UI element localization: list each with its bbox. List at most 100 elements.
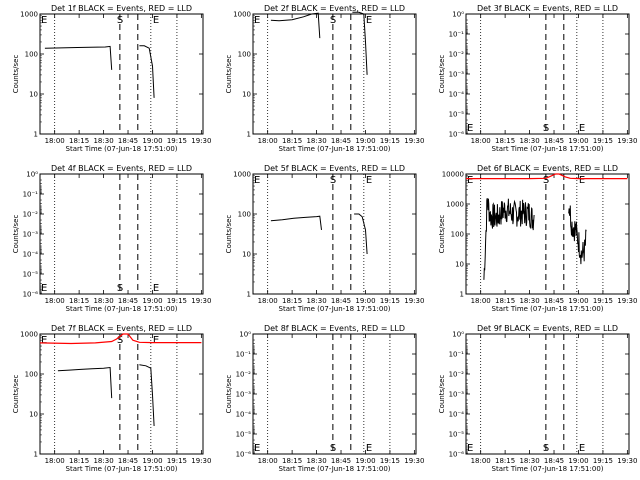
x-tick-label: 19:00 (355, 457, 375, 465)
x-tick-label: 18:15 (69, 297, 89, 305)
plot-frame (465, 173, 630, 295)
x-tick-label: 19:00 (568, 297, 588, 305)
y-tick-label: 10⁻⁴ (449, 91, 465, 99)
y-tick-label: 10 (242, 91, 251, 99)
y-tick-label: 100 (25, 371, 38, 379)
x-axis-label: Start Time (07-Jun-18 17:51:00) (279, 465, 391, 473)
x-tick-label: 19:00 (142, 457, 162, 465)
x-tick-label: 18:30 (93, 457, 113, 465)
y-axis-label: Counts/sec (438, 215, 446, 254)
y-tick-label: 100 (25, 51, 38, 59)
y-tick-label: 10⁻⁴ (236, 411, 252, 419)
x-axis-label: Start Time (07-Jun-18 17:51:00) (279, 145, 391, 153)
y-tick-label: 10⁻⁴ (23, 251, 39, 259)
x-tick-label: 19:30 (617, 457, 637, 465)
x-tick-label: 19:30 (617, 137, 637, 145)
y-tick-label: 10 (242, 251, 251, 259)
panel-det-5: Det 5f BLACK = Events, RED = LLD 18:00 18:… (225, 164, 424, 313)
panel-title: Det 4f BLACK = Events, RED = LLD (51, 164, 192, 173)
panel-title: Det 2f BLACK = Events, RED = LLD (264, 4, 405, 13)
y-tick-label: 10⁻³ (236, 391, 252, 399)
x-axis-label: Start Time (07-Jun-18 17:51:00) (279, 305, 391, 313)
panel-det-4: Det 4f BLACK = Events, RED = LLD 18:00 18:… (12, 164, 211, 313)
marker-e-end: E (579, 443, 585, 454)
marker-e-end: E (366, 15, 372, 26)
plot-frame (39, 13, 204, 135)
y-tick-label: 10⁻⁶ (449, 451, 465, 459)
y-tick-label: 1 (247, 291, 251, 299)
x-tick-label: 19:00 (142, 137, 162, 145)
x-tick-label: 19:15 (593, 137, 613, 145)
y-tick-label: 1000 (233, 171, 251, 179)
x-tick-label: 18:45 (544, 457, 564, 465)
y-tick-label: 10⁻¹ (449, 351, 465, 359)
y-tick-label: 1 (34, 451, 38, 459)
y-tick-label: 10 (29, 91, 38, 99)
x-tick-label: 18:45 (331, 297, 351, 305)
plot-frame (465, 13, 630, 135)
marker-e-start: E (41, 335, 47, 346)
y-tick-label: 10⁰ (26, 171, 38, 179)
y-tick-label: 1 (460, 291, 464, 299)
x-tick-label: 19:15 (380, 297, 400, 305)
y-tick-label: 10⁻² (236, 371, 252, 379)
panel-title: Det 3f BLACK = Events, RED = LLD (477, 4, 618, 13)
y-tick-label: 10⁻⁵ (23, 271, 39, 279)
x-tick-label: 19:30 (191, 137, 211, 145)
marker-e-start: E (467, 443, 473, 454)
x-tick-label: 18:45 (331, 137, 351, 145)
marker-e-end: E (366, 175, 372, 186)
y-tick-label: 100 (238, 211, 251, 219)
x-tick-label: 18:00 (45, 297, 65, 305)
plot-frame (252, 333, 417, 455)
y-tick-label: 10⁻⁶ (236, 451, 252, 459)
x-tick-label: 19:15 (167, 457, 187, 465)
marker-s: S (330, 175, 336, 186)
panel-title: Det 9f BLACK = Events, RED = LLD (477, 324, 618, 333)
panel-det-2: Det 2f BLACK = Events, RED = LLD 18:00 18:… (225, 4, 424, 153)
x-tick-label: 19:15 (167, 297, 187, 305)
x-axis-label: Start Time (07-Jun-18 17:51:00) (492, 465, 604, 473)
panel-title: Det 5f BLACK = Events, RED = LLD (264, 164, 405, 173)
x-tick-label: 18:15 (282, 137, 302, 145)
y-axis-label: Counts/sec (225, 215, 233, 254)
marker-s: S (117, 335, 123, 346)
panel-det-9: Det 9f BLACK = Events, RED = LLD 18:00 18:… (438, 324, 637, 473)
events-series-line (483, 198, 535, 280)
x-tick-label: 19:00 (142, 297, 162, 305)
x-tick-label: 18:45 (118, 137, 138, 145)
marker-s: S (543, 175, 549, 186)
panel-det-1: Det 1f BLACK = Events, RED = LLD 18:00 18:… (12, 4, 211, 153)
x-tick-label: 18:45 (544, 297, 564, 305)
x-tick-label: 18:15 (495, 137, 515, 145)
y-tick-label: 10⁰ (452, 331, 464, 339)
plot-frame (465, 333, 630, 455)
marker-e-end: E (366, 443, 372, 454)
y-tick-label: 1000 (446, 201, 464, 209)
y-axis-label: Counts/sec (438, 375, 446, 414)
x-axis-label: Start Time (07-Jun-18 17:51:00) (66, 465, 178, 473)
events-series-line (270, 12, 321, 39)
x-tick-label: 19:30 (617, 297, 637, 305)
panel-det-3: Det 3f BLACK = Events, RED = LLD 18:00 18:… (438, 4, 637, 153)
marker-e-start: E (41, 283, 47, 294)
marker-e-start: E (254, 443, 260, 454)
events-series-line (270, 215, 322, 230)
x-tick-label: 18:15 (495, 457, 515, 465)
panel-title: Det 6f BLACK = Events, RED = LLD (477, 164, 618, 173)
events-series-line (352, 11, 368, 75)
marker-s: S (543, 443, 549, 454)
x-tick-label: 18:15 (282, 297, 302, 305)
events-series-line (139, 364, 155, 427)
x-tick-label: 19:30 (404, 137, 424, 145)
marker-e-end: E (153, 335, 159, 346)
events-series-line (57, 366, 113, 399)
y-tick-label: 10⁰ (239, 331, 251, 339)
y-tick-label: 10⁻¹ (23, 191, 39, 199)
y-tick-label: 100 (451, 231, 464, 239)
x-tick-label: 18:15 (495, 297, 515, 305)
marker-e-start: E (467, 123, 473, 134)
y-axis-label: Counts/sec (12, 55, 20, 94)
y-tick-label: 10⁻⁶ (449, 131, 465, 139)
